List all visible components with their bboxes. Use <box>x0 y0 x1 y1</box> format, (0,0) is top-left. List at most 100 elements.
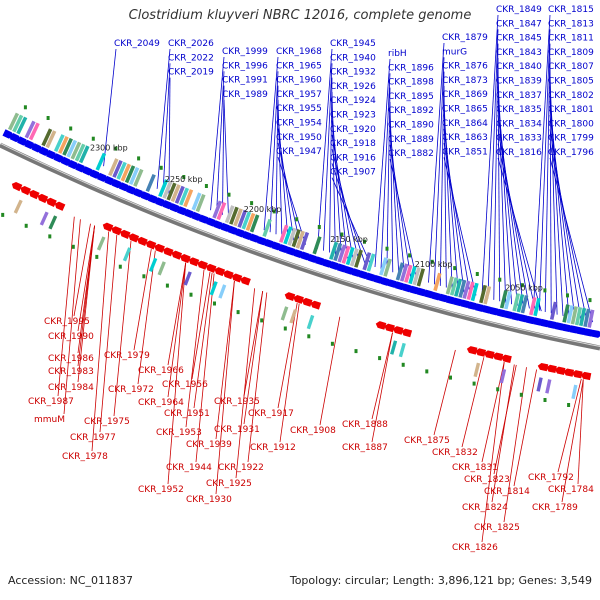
forward-category-block <box>562 304 570 323</box>
forward-leader-line <box>277 128 295 241</box>
reverse-gene-label: CKR_1831 <box>452 463 498 473</box>
forward-gene-label: ribH <box>388 49 407 59</box>
forward-gene-label: CKR_1869 <box>442 90 488 100</box>
forward-leader-line <box>389 144 412 278</box>
reverse-category-block <box>473 362 481 378</box>
forward-category-block <box>379 257 388 276</box>
forward-gene-label: CKR_1811 <box>548 34 594 44</box>
forward-category-block <box>566 305 574 324</box>
reverse-gene-label: CKR_1917 <box>248 409 294 419</box>
reverse-gene-label: CKR_1908 <box>290 426 336 436</box>
forward-category-block <box>78 145 90 164</box>
reverse-category-block <box>536 377 543 392</box>
reverse-leader-line <box>185 269 205 428</box>
forward-gene-label: CKR_1926 <box>330 82 376 92</box>
reverse-gene-label: CKR_1931 <box>214 425 260 435</box>
forward-leader-line <box>497 115 524 308</box>
reverse-gene-arrow <box>145 240 157 250</box>
forward-leader-line <box>549 115 576 319</box>
forward-gene-label: CKR_1898 <box>388 78 434 88</box>
forward-leader-line <box>443 114 459 291</box>
scale-label: 2100 kbp <box>415 260 453 269</box>
forward-category-block <box>366 253 376 272</box>
reverse-leader-line <box>243 291 264 425</box>
reverse-leader-line <box>577 379 584 485</box>
reverse-leader-line <box>113 240 132 417</box>
rna-feature-tick <box>543 288 547 293</box>
forward-category-block <box>520 295 529 314</box>
forward-gene-label: CKR_1968 <box>276 47 322 57</box>
reverse-category-block <box>122 247 132 262</box>
forward-leader-line <box>439 71 445 286</box>
forward-gene-arrow <box>53 153 64 163</box>
forward-leader-line <box>549 143 588 321</box>
forward-leader-line <box>374 58 391 268</box>
forward-gene-arrow <box>365 272 377 282</box>
reverse-category-block <box>306 314 315 330</box>
forward-category-block <box>395 262 405 281</box>
forward-gene-arrow <box>118 182 130 192</box>
reverse-leader-line <box>243 291 264 397</box>
reverse-gene-label: CKR_1825 <box>474 523 520 533</box>
forward-gene-label: CKR_1892 <box>388 106 434 116</box>
reverse-gene-label: CKR_1824 <box>462 503 508 513</box>
forward-category-block <box>466 281 475 301</box>
forward-gene-label: CKR_2019 <box>168 68 214 78</box>
forward-gene-label: CKR_1916 <box>330 153 376 163</box>
forward-category-block <box>579 307 587 327</box>
rna-feature-tick <box>385 246 389 251</box>
forward-gene-label: CKR_1999 <box>222 47 268 57</box>
forward-leader-line <box>497 129 530 309</box>
reverse-gene-label: CKR_1944 <box>166 463 212 473</box>
forward-gene-label: CKR_1918 <box>330 139 376 149</box>
forward-category-block <box>108 158 119 177</box>
forward-gene-label: CKR_1813 <box>548 19 594 29</box>
forward-gene-arrow <box>256 236 268 246</box>
rna-feature-tick <box>520 283 524 288</box>
forward-leader-line <box>487 29 499 299</box>
forward-leader-line <box>323 63 333 251</box>
reverse-gene-label: CKR_1888 <box>342 420 388 430</box>
forward-category-block <box>116 161 127 180</box>
forward-gene-label: CKR_1991 <box>222 76 268 86</box>
forward-category-block <box>195 193 206 213</box>
forward-gene-arrow <box>133 188 144 198</box>
forward-gene-label: CKR_1801 <box>548 105 594 115</box>
forward-category-block <box>479 284 487 304</box>
reverse-gene-arrow <box>554 366 566 375</box>
reverse-gene-label: CKR_1887 <box>342 443 388 453</box>
reverse-leader-line <box>503 367 527 523</box>
reverse-leader-line <box>191 271 211 380</box>
forward-category-block <box>454 278 463 297</box>
forward-category-block <box>262 218 272 238</box>
forward-gene-label: CKR_1895 <box>388 92 434 102</box>
reverse-leader-line <box>215 280 235 440</box>
forward-gene-label: CKR_1800 <box>548 119 594 129</box>
forward-leader-line <box>168 77 171 194</box>
forward-gene-label: CKR_1802 <box>548 91 594 101</box>
reverse-category-block <box>96 236 106 251</box>
reverse-gene-label: CKR_1975 <box>84 417 130 427</box>
reverse-leader-line <box>77 225 95 383</box>
rna-feature-tick <box>137 156 141 161</box>
forward-category-block <box>74 143 86 162</box>
forward-gene-arrow <box>307 254 319 263</box>
forward-gene-label: CKR_1924 <box>330 96 376 106</box>
forward-gene-arrow <box>322 258 333 268</box>
forward-category-block <box>416 268 426 287</box>
forward-gene-label: CKR_1889 <box>388 135 434 145</box>
forward-gene-arrow <box>9 132 21 143</box>
reverse-gene-arrow <box>310 300 322 310</box>
forward-leader-line <box>533 14 551 310</box>
forward-gene-label: CKR_1796 <box>548 148 594 158</box>
forward-gene-label: CKR_1989 <box>222 90 268 100</box>
rna-feature-tick <box>401 362 405 367</box>
forward-gene-label: CKR_1799 <box>548 134 594 144</box>
reverse-leader-line <box>133 249 152 351</box>
forward-leader-line <box>549 57 552 314</box>
rna-feature-tick <box>69 126 73 131</box>
forward-gene-label: CKR_1835 <box>496 105 542 115</box>
reverse-gene-label: CKR_1789 <box>532 503 578 513</box>
scale-label: 2300 kbp <box>90 144 128 153</box>
forward-gene-arrow <box>293 249 304 258</box>
